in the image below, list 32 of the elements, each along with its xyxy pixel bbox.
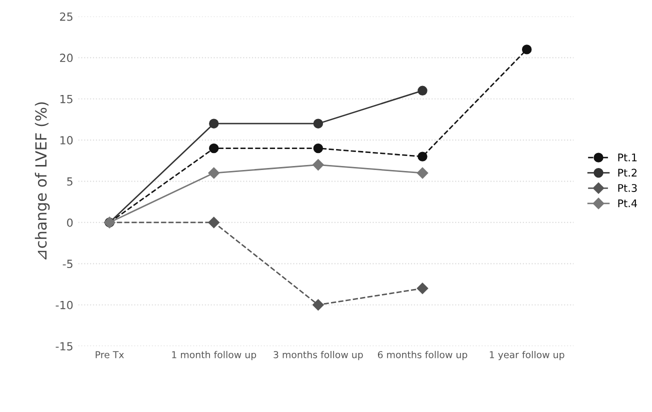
point [313,118,324,128]
point [208,167,220,179]
y-tick-label: 0 [67,218,73,227]
point [418,86,428,96]
x-tick-label: Pre Tx [96,351,124,358]
x-tick-label: 6 months follow up [378,350,468,360]
y-tick-label: 20 [60,54,73,62]
y-tick-label: -10 [56,300,73,310]
y-tick-label: 5 [67,177,72,186]
y-tick-label: 10 [60,136,73,144]
x-tick-label: 1 year follow up [490,350,564,360]
point [522,44,532,54]
point [416,167,428,179]
y-tick-label: 15 [60,95,72,104]
point [313,143,324,154]
point [416,282,428,294]
point [208,118,219,128]
y-tick-label: -15 [56,342,72,350]
legend-label: Pt.3 [618,184,637,192]
point [418,152,428,162]
point [208,143,219,154]
legend-label: Pt.4 [618,199,637,208]
y-tick-label: 25 [60,12,72,21]
legend-label: Pt.2 [618,168,637,177]
x-tick-label: 3 months follow up [274,350,363,360]
legend-label: Pt.1 [618,154,637,162]
y-tick-label: -5 [62,260,72,268]
x-tick-label: 1 month follow up [172,350,256,360]
y-axis-title: ⊿change of LVEF (%) [34,102,50,260]
point [208,216,220,228]
point [312,299,324,310]
point [312,159,324,170]
